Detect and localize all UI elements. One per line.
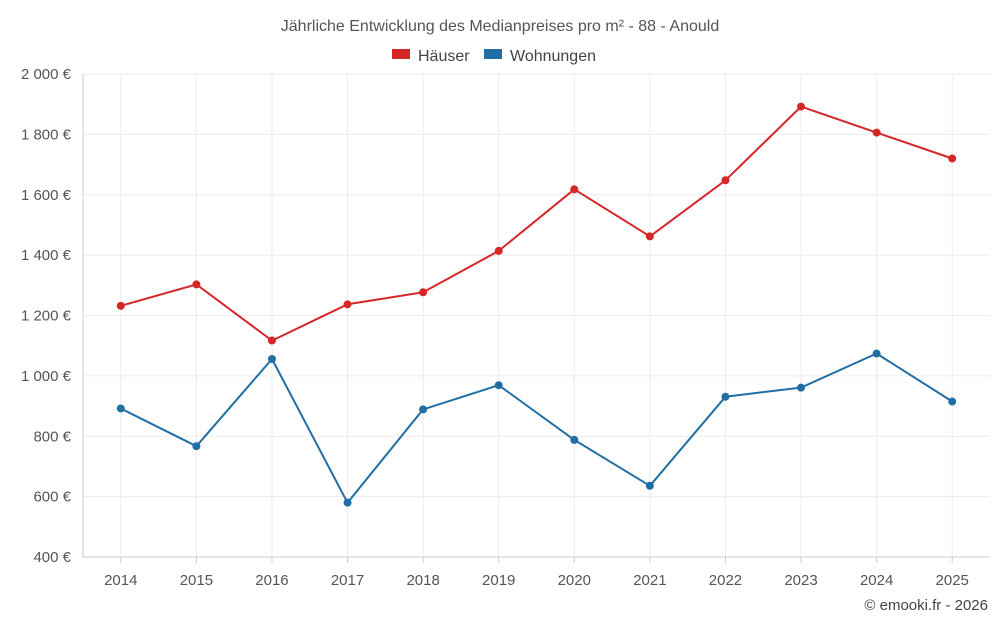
series-houses [116,102,957,345]
data-point-houses[interactable] [645,232,654,241]
data-point-apartments[interactable] [116,404,125,413]
y-tick-label: 1 200 € [21,308,72,325]
x-tick-label: 2018 [406,572,439,589]
legend-label-houses[interactable]: Häuser [418,48,470,65]
x-tick-label: 2020 [558,572,591,589]
data-point-apartments[interactable] [645,481,654,490]
series-line-houses [120,105,953,342]
data-point-houses[interactable] [872,128,881,137]
y-tick-label: 1 600 € [21,187,72,204]
y-tick-label: 400 € [33,549,71,566]
y-tick-label: 600 € [33,489,71,506]
x-tick-label: 2025 [936,572,969,589]
grid [83,73,990,558]
data-point-apartments[interactable] [494,381,503,390]
data-point-houses[interactable] [343,300,352,309]
data-point-houses[interactable] [570,185,579,194]
data-point-apartments[interactable] [343,498,352,507]
x-tick-label: 2016 [255,572,288,589]
data-point-apartments[interactable] [419,405,428,414]
y-tick-label: 800 € [33,428,71,445]
legend: Häuser Wohnungen [392,48,596,65]
y-tick-label: 1 400 € [21,247,72,264]
data-point-houses[interactable] [797,102,806,111]
legend-swatch-houses [392,49,410,59]
credit-text: © emooki.fr - 2026 [864,597,988,614]
data-point-houses[interactable] [267,336,276,345]
x-tick-label: 2017 [331,572,364,589]
data-point-apartments[interactable] [872,349,881,358]
y-tick-label: 1 000 € [21,368,72,385]
x-tick-label: 2022 [709,572,742,589]
x-tick-label: 2015 [180,572,213,589]
axes: 400 € 600 € 800 € 1 000 € 1 200 € 1 400 € 1 60… [21,66,990,589]
data-point-apartments[interactable] [267,354,276,363]
data-point-houses[interactable] [494,246,503,255]
y-tick-label: 2 000 € [21,66,72,83]
data-point-apartments[interactable] [721,392,730,401]
data-point-houses[interactable] [721,176,730,185]
data-point-apartments[interactable] [948,397,957,406]
series-line-apartments [120,352,953,504]
data-point-apartments[interactable] [797,383,806,392]
legend-label-apartments[interactable]: Wohnungen [510,48,596,65]
y-tick-label: 1 800 € [21,126,72,143]
series-apartments [116,349,957,507]
data-point-apartments[interactable] [192,442,201,451]
x-tick-label: 2014 [104,572,137,589]
data-point-houses[interactable] [948,154,957,163]
series [116,102,957,507]
data-point-houses[interactable] [192,280,201,289]
legend-swatch-apartments [484,49,502,59]
x-tick-label: 2024 [860,572,893,589]
x-tick-label: 2021 [633,572,666,589]
data-point-houses[interactable] [419,288,428,297]
x-tick-label: 2019 [482,572,515,589]
data-point-houses[interactable] [116,301,125,310]
x-tick-label: 2023 [784,572,817,589]
chart-title: Jährliche Entwicklung des Medianpreises … [281,18,719,35]
data-point-apartments[interactable] [570,435,579,444]
